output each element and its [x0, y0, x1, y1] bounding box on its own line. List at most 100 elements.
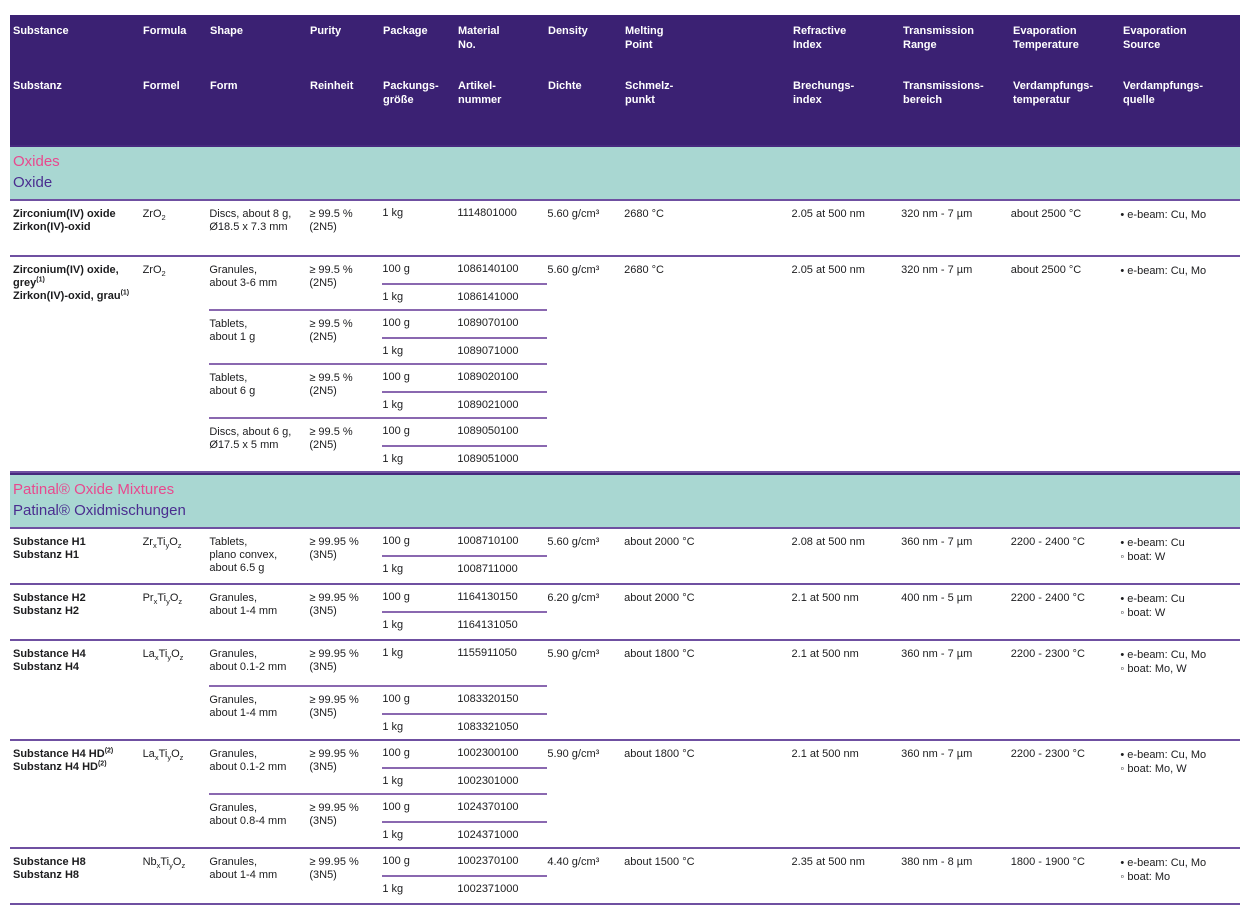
substance-row: Substance H1 Substanz H1 ZrxTiyOz Tablets, …: [10, 529, 1240, 585]
substance-name-text: Substance H4 HD: [13, 748, 105, 760]
package-size: 100 g: [382, 693, 410, 705]
formula: LaxTiyOz: [143, 641, 210, 739]
package-size: 1 kg: [382, 399, 404, 411]
formula-element: O: [169, 592, 179, 604]
shape-group: Discs, about 8 g, Ø18.5 x 7.3 mm ≥ 99.5 %…: [209, 201, 547, 245]
col-header-formula-de: Formel: [143, 80, 180, 92]
formula-subscript: y: [167, 753, 172, 763]
purity: ≥ 99.95 % (3N5): [309, 648, 359, 673]
package-size: 100 g: [382, 535, 410, 547]
formula-subscript: y: [165, 541, 170, 551]
material-number: 1086140100: [457, 263, 519, 275]
formula-subscript: x: [154, 753, 159, 763]
evaporation-temperature: about 2500 °C: [1010, 264, 1082, 276]
refractive-index: 2.1 at 500 nm: [791, 592, 859, 604]
footnote-marker: (1): [120, 289, 130, 297]
table-header: Substance Formula Shape Purity Package Materi…: [10, 15, 1240, 145]
package-size: 1 kg: [382, 563, 404, 575]
col-header-shape-en: Shape: [210, 25, 244, 37]
evaporation-temperature: 2200 - 2300 °C: [1010, 648, 1085, 660]
col-header-melting-point-en: Melting Point: [625, 25, 664, 51]
substance-name-text: Substanz H1: [13, 549, 80, 561]
material-number: 1114801000: [457, 207, 517, 219]
formula-subscript: y: [166, 597, 170, 607]
col-header-purity-en: Purity: [310, 25, 342, 37]
formula-subscript: z: [179, 753, 184, 763]
formula: ZrO2: [143, 257, 210, 471]
package-size: 1 kg: [382, 775, 404, 787]
package-list: 100 g 1089020100 1 kg 1089021000: [382, 365, 548, 417]
formula-element: ZrO: [142, 264, 162, 276]
substance-name-line: Substance H4 HD(2): [13, 747, 135, 761]
col-header-evaporation-temperature-de: Verdampfungs- temperatur: [1013, 80, 1094, 106]
package-row: 1 kg 1089071000: [382, 337, 548, 363]
material-number: 1089071000: [457, 345, 519, 357]
substance-row: Substance H8 Substanz H8 NbxTiyOz Granules,…: [10, 849, 1240, 905]
col-header-density-de: Dichte: [548, 80, 582, 92]
shape-group: Granules, about 0.1-2 mm ≥ 99.95 % (3N5) 1…: [209, 741, 548, 793]
substance-row: Zirconium(IV) oxide, grey(1) Zirkon(IV)-o…: [10, 257, 1240, 473]
package-size: 100 g: [382, 801, 410, 813]
density: 4.40 g/cm³: [547, 856, 600, 868]
melting-point: 2680 °C: [624, 264, 664, 276]
formula-subscript: z: [178, 597, 183, 607]
evaporation-source-line: • e-beam: Cu, Mo: [1120, 857, 1207, 869]
purity: ≥ 99.5 % (2N5): [309, 208, 353, 233]
material-number: 1089020100: [457, 371, 519, 383]
col-header-substance-en: Substance: [13, 25, 69, 37]
formula-element: ZrO: [142, 208, 162, 220]
material-number: 1083320150: [457, 693, 519, 705]
formula-subscript: x: [154, 653, 159, 663]
formula-subscript: z: [179, 653, 184, 663]
substance-name-text: Substance H8: [13, 856, 86, 868]
shape-groups: Granules, about 3-6 mm ≥ 99.5 % (2N5) 100 …: [209, 257, 548, 471]
material-number: 1083321050: [457, 721, 519, 733]
shape: Granules, about 1-4 mm: [209, 856, 278, 881]
package-size: 1 kg: [382, 291, 404, 303]
package-row: 1 kg 1089021000: [382, 391, 548, 417]
refractive-index: 2.1 at 500 nm: [791, 648, 859, 660]
substance-name: Substance H1 Substanz H1: [13, 529, 143, 583]
section-header: Oxides Oxide: [10, 145, 1240, 201]
section-title-de: Oxide: [13, 174, 53, 191]
package-size: 1 kg: [382, 721, 404, 733]
density: 5.60 g/cm³: [547, 536, 600, 548]
substance-row: Substance H4 Substanz H4 LaxTiyOz Granules,…: [10, 641, 1240, 741]
substance-name-text: Zirkon(IV)-oxid: [13, 221, 91, 233]
formula-subscript: y: [169, 861, 173, 871]
substance-name-line: Zirkon(IV)-oxid, grau(1): [13, 289, 135, 303]
header-row-german: Substanz Formel Form Reinheit Packungs- größ…: [13, 79, 1240, 107]
substance-name-text: Zirkon(IV)-oxid, grau: [13, 290, 121, 302]
evaporation-source-line: ◦ boat: Mo, W: [1120, 663, 1187, 675]
shape-group: Granules, about 3-6 mm ≥ 99.5 % (2N5) 100 …: [209, 257, 548, 309]
shape: Granules, about 0.1-2 mm: [209, 748, 287, 773]
package-size: 100 g: [382, 371, 410, 383]
shape: Tablets, plano convex, about 6.5 g: [209, 536, 278, 574]
col-header-package-de: Packungs- größe: [383, 80, 439, 106]
evaporation-source-line: ◦ boat: Mo, W: [1120, 763, 1187, 775]
footnote-marker: (1): [36, 276, 45, 284]
evaporation-temperature: 1800 - 1900 °C: [1010, 856, 1085, 868]
density: 5.90 g/cm³: [547, 748, 600, 760]
evaporation-source: • e-beam: Cu, Mo ◦ boat: Mo, W: [1120, 741, 1240, 847]
shape-group: Tablets, about 1 g ≥ 99.5 % (2N5) 100 g 108…: [209, 309, 548, 363]
formula-element: O: [169, 536, 178, 548]
evaporation-source-line: ◦ boat: Mo: [1120, 871, 1171, 883]
formula-element: Ti: [158, 748, 168, 760]
package-row: 100 g 1024370100: [382, 795, 547, 821]
evaporation-temperature: 2200 - 2400 °C: [1010, 592, 1085, 604]
evaporation-source: • e-beam: Cu ◦ boat: W: [1120, 585, 1240, 639]
col-header-evaporation-temperature-en: Evaporation Temperature: [1013, 25, 1079, 51]
package-row: 100 g 1002300100: [382, 741, 547, 767]
shape: Tablets, about 1 g: [209, 318, 256, 343]
substance-name: Substance H2 Substanz H2: [13, 585, 143, 639]
material-number: 1024370100: [457, 801, 519, 813]
package-row: 1 kg 1024371000: [382, 821, 548, 847]
substance-name-text: Zirconium(IV) oxide: [13, 208, 116, 220]
evaporation-source: • e-beam: Cu, Mo: [1120, 201, 1240, 255]
substance-name-text: Zirconium(IV) oxide, grey: [13, 264, 119, 289]
substance-name-text: Substanz H4: [13, 661, 80, 673]
material-number: 1024371000: [457, 829, 519, 841]
refractive-index: 2.05 at 500 nm: [791, 208, 865, 220]
density: 5.90 g/cm³: [547, 648, 600, 660]
